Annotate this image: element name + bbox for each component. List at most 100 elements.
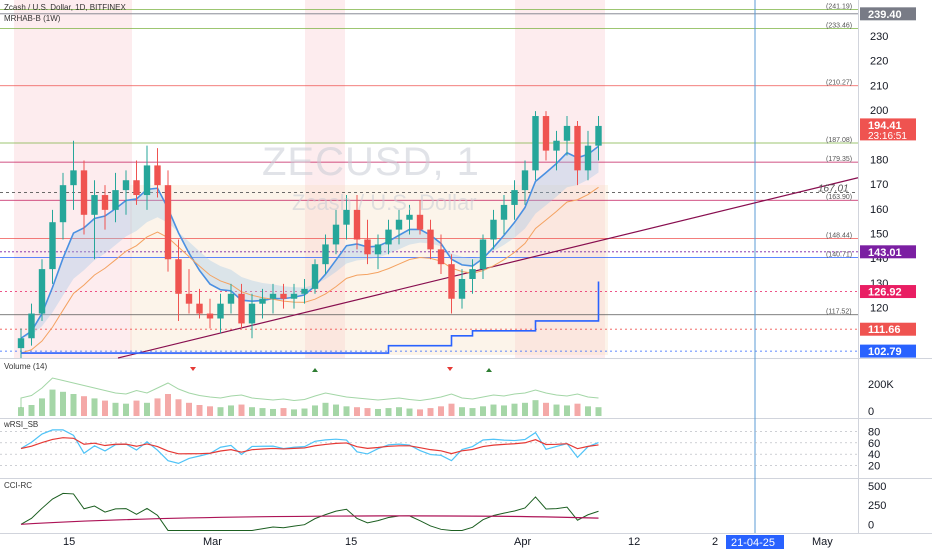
volume-bar [564, 405, 570, 416]
candle-body [395, 219, 403, 230]
highlight-band [305, 0, 345, 358]
volume-bar [501, 405, 507, 416]
candle-body [553, 140, 560, 151]
candle-body [59, 185, 67, 223]
volume-bar [490, 404, 497, 416]
candle-body [563, 125, 571, 141]
chart-header: Zcash / U.S. Dollar, 1D, BITFINEX MRHAB-… [4, 2, 126, 24]
price-badge-label: 239.40 [868, 9, 902, 21]
time-tick-label: Mar [203, 536, 222, 548]
volume-bar [28, 405, 35, 416]
candle-body [49, 222, 56, 270]
volume-bar [595, 407, 602, 416]
cci-tick-label: 0 [868, 519, 874, 531]
price-badge [860, 7, 916, 21]
price-line-label: (210.27) [826, 80, 852, 87]
cci-line [20, 492, 599, 531]
time-tick-label: 15 [63, 536, 75, 548]
price-line-label: (233.46) [826, 22, 852, 29]
volume-bar [228, 405, 234, 416]
candle-body [175, 259, 182, 294]
volume-bar [574, 403, 581, 416]
volume-bar [427, 408, 434, 416]
volume-bar [406, 408, 413, 416]
candle-body [238, 293, 245, 324]
slow-ma-line [20, 186, 599, 354]
candle-body [301, 288, 308, 294]
price-tick-label: 150 [870, 229, 888, 241]
candle-body [185, 293, 193, 304]
candle-body [322, 244, 329, 265]
time-tick-label: Apr [514, 536, 531, 548]
volume-bar [49, 389, 56, 416]
volume-bar [144, 402, 150, 416]
time-tick-label: 2 [712, 536, 718, 548]
volume-bar [396, 407, 402, 416]
volume-bar [480, 406, 486, 416]
candle-body [101, 195, 109, 210]
wrsi-pane-label: wRSI_SB [4, 420, 39, 429]
candle-body [227, 293, 235, 304]
candle-body [406, 214, 413, 220]
candle-body [280, 293, 287, 299]
price-tick-label: 230 [870, 31, 888, 43]
volume-bar [165, 394, 171, 416]
volume-bar [417, 409, 423, 416]
price-tick-label: 180 [870, 154, 888, 166]
price-badge-label: 143.01 [868, 247, 902, 259]
time-cursor-label: 21-04-25 [731, 537, 775, 549]
candle-body [574, 125, 581, 171]
candle-body [70, 170, 77, 186]
candle-body [217, 303, 224, 319]
volume-bar [375, 408, 381, 416]
volume-bar [459, 407, 465, 416]
candle-body [448, 264, 455, 299]
volume-signal-down [190, 367, 196, 371]
volume-bar [385, 408, 392, 416]
volume-bar [112, 402, 119, 416]
candle-body [595, 125, 602, 146]
candle-body [196, 303, 203, 314]
volume-bar [553, 404, 560, 416]
volume-bar [343, 406, 350, 416]
rsi-tick-label: 20 [868, 461, 880, 473]
candle-body [112, 190, 119, 210]
volume-bar [123, 403, 129, 416]
price-badge [860, 285, 916, 299]
price-badge [860, 118, 916, 141]
candle-body [133, 180, 140, 196]
indicator-title: MRHAB-B (1W) [4, 14, 61, 23]
price-badge-label: 126.92 [868, 287, 902, 299]
candle-body [206, 313, 214, 319]
candle-body [17, 338, 25, 349]
volume-bar [196, 405, 203, 416]
volume-bar [81, 396, 87, 416]
price-line-label: (140.71) [826, 251, 852, 258]
cci-tick-label: 250 [868, 500, 886, 512]
candle-body [364, 239, 371, 255]
price-badge-label: 102.79 [868, 346, 902, 358]
candle-body [500, 204, 508, 220]
price-tick-label: 170 [870, 179, 888, 191]
candle-body [143, 165, 151, 196]
volume-bar [18, 407, 24, 416]
candle-body [490, 219, 497, 240]
candle-body [469, 269, 476, 279]
cci-signal-line [20, 515, 599, 525]
price-tick-label: 120 [870, 303, 888, 315]
candle-body [332, 224, 340, 245]
volume-bar [259, 408, 266, 416]
countdown-label: 23:16:51 [868, 131, 907, 142]
volume-tick-label: 200K [868, 379, 894, 391]
candle-body [91, 195, 98, 215]
candle-body [416, 214, 424, 230]
price-line-label: (241.19) [826, 3, 852, 10]
volume-bar [133, 400, 140, 416]
price-tick-label: 160 [870, 204, 888, 216]
price-badge-label: 111.66 [868, 324, 900, 336]
volume-bar [312, 405, 318, 416]
candle-body [479, 239, 487, 270]
volume-bar [91, 398, 98, 416]
